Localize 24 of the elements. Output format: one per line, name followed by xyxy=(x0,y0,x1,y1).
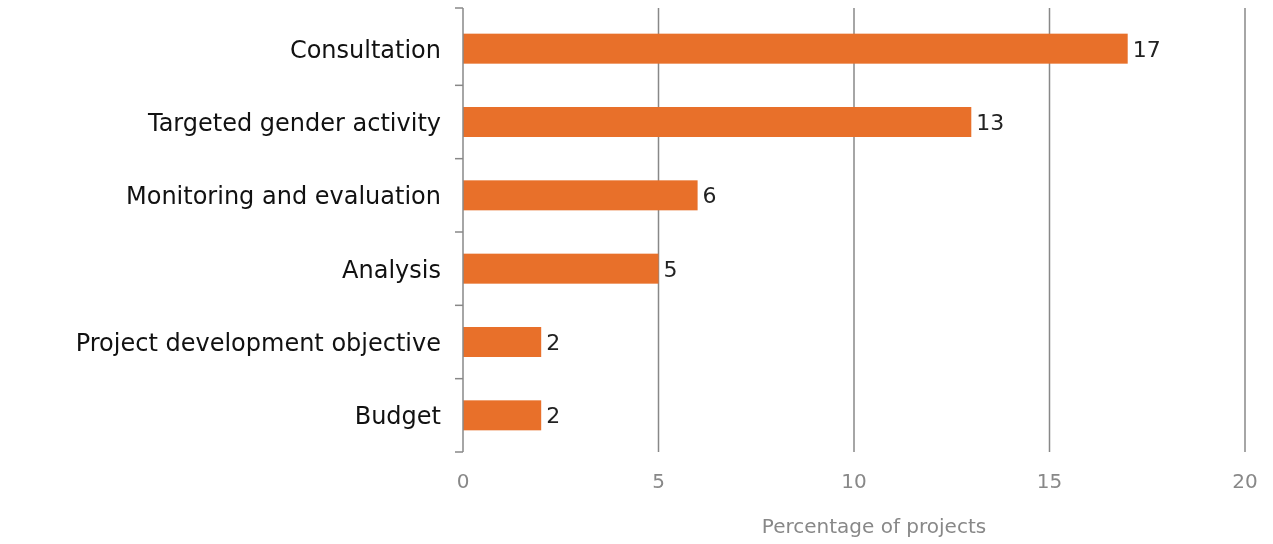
data-label: 2 xyxy=(546,330,561,355)
y-tick-label: Project development objective xyxy=(75,329,441,357)
bar xyxy=(463,253,659,284)
x-tick-label: 10 xyxy=(841,469,867,493)
bar xyxy=(463,327,542,357)
data-label: 17 xyxy=(1132,36,1161,62)
data-label: 2 xyxy=(546,403,561,429)
data-label: 13 xyxy=(976,110,1005,135)
data-label: 5 xyxy=(663,256,678,282)
bar xyxy=(463,180,698,211)
x-tick-label: 0 xyxy=(456,469,470,493)
y-tick-label: Targeted gender activity xyxy=(146,109,441,137)
data-label: 6 xyxy=(702,183,717,209)
x-axis-title: Percentage of projects xyxy=(761,514,987,538)
y-tick-label: Budget xyxy=(354,402,441,431)
x-tick-label: 5 xyxy=(652,469,665,493)
bar xyxy=(463,33,1128,64)
x-tick-label: 15 xyxy=(1036,469,1063,493)
bar xyxy=(463,107,972,137)
y-tick-label: Consultation xyxy=(289,35,441,64)
bar xyxy=(463,400,542,431)
y-tick-label: Analysis xyxy=(342,255,441,284)
x-tick-label: 20 xyxy=(1232,469,1258,493)
y-tick-label: Monitoring and evaluation xyxy=(126,182,441,211)
